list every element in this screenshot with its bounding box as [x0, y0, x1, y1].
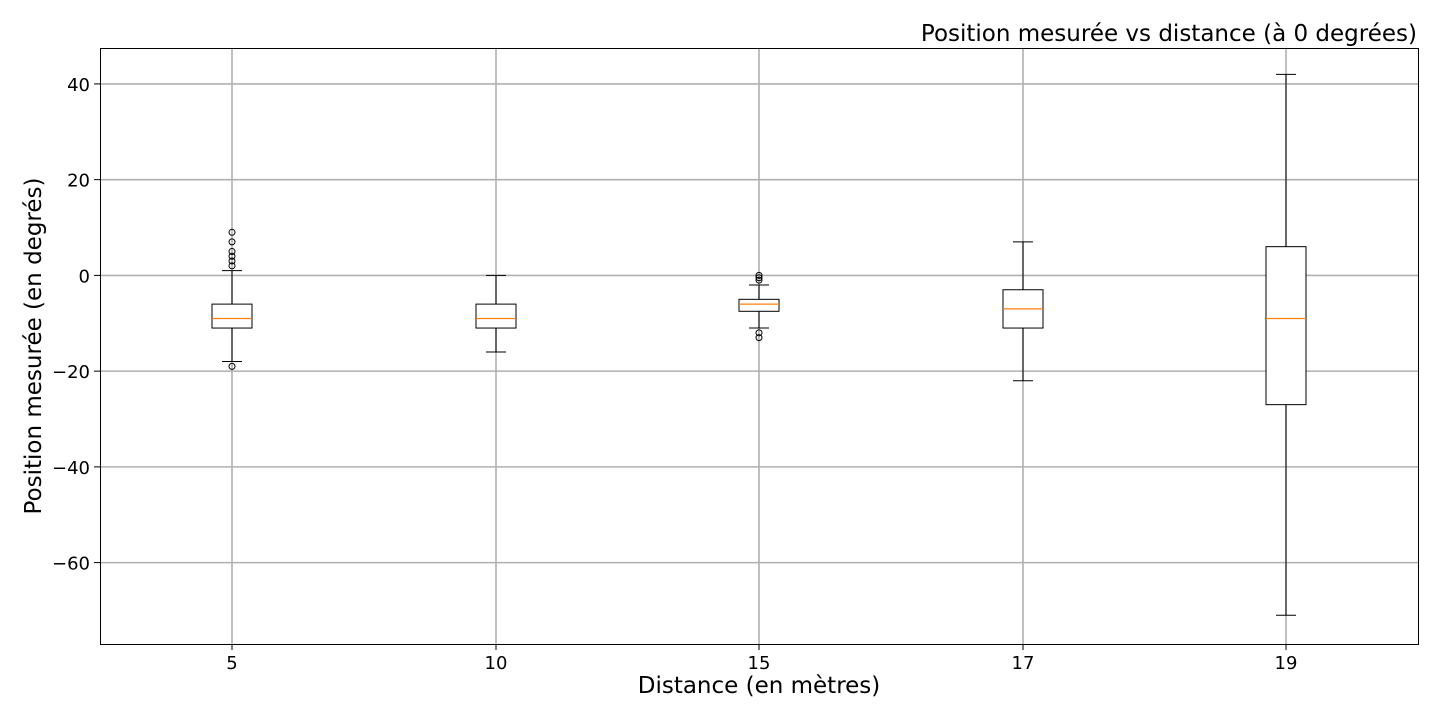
- x-tick-label: 17: [1012, 653, 1035, 674]
- outlier-point: [228, 362, 236, 370]
- grid-lines: [100, 48, 1418, 644]
- boxes: [211, 73, 1307, 616]
- iqr-box: [475, 303, 517, 329]
- iqr-box: [1265, 246, 1307, 406]
- y-tick-label: 0: [79, 266, 90, 287]
- box-15: [738, 271, 780, 342]
- box-17: [1002, 241, 1044, 382]
- x-tick-label: 19: [1275, 653, 1298, 674]
- outlier-point: [228, 252, 236, 260]
- outlier-point: [755, 274, 763, 282]
- box-10: [475, 274, 517, 353]
- y-tick-label: 20: [67, 171, 90, 192]
- outlier-point: [755, 329, 763, 337]
- iqr-box: [211, 303, 253, 329]
- outlier-point: [228, 262, 236, 270]
- y-tick-label: 40: [67, 75, 90, 96]
- y-tick-label: −60: [52, 554, 90, 575]
- outlier-point: [755, 276, 763, 284]
- y-tick-label: −40: [52, 458, 90, 479]
- axis-ticks: 40 20 0 −20 −40 −60 5 10 15 17 19: [52, 75, 1297, 674]
- outlier-point: [755, 334, 763, 342]
- chart-title: Position mesurée vs distance (à 0 degrée…: [921, 21, 1417, 47]
- y-axis-label: Position mesurée (en degrés): [21, 178, 47, 515]
- x-axis-label: Distance (en mètres): [638, 673, 881, 699]
- outlier-point: [228, 238, 236, 246]
- outlier-point: [228, 257, 236, 265]
- x-tick-label: 10: [485, 653, 508, 674]
- x-tick-label: 5: [226, 653, 237, 674]
- box-19: [1265, 73, 1307, 616]
- box-5: [211, 228, 253, 370]
- outlier-point: [755, 271, 763, 279]
- iqr-box: [738, 298, 780, 312]
- y-tick-label: −20: [52, 362, 90, 383]
- outlier-point: [228, 228, 236, 236]
- outlier-point: [228, 247, 236, 255]
- x-tick-label: 15: [748, 653, 771, 674]
